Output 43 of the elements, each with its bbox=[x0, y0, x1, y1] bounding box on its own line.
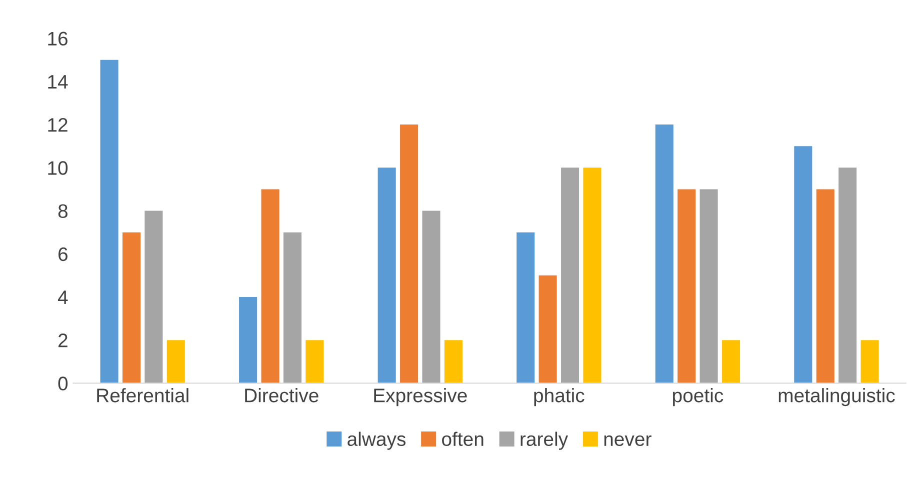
x-tick-label: Expressive bbox=[374, 388, 467, 406]
y-tick-label: 4 bbox=[58, 290, 68, 304]
bar bbox=[560, 168, 580, 384]
bar bbox=[816, 189, 834, 384]
x-tick-label: phatic bbox=[534, 388, 584, 406]
bar bbox=[283, 232, 302, 384]
bar bbox=[100, 60, 118, 384]
bar bbox=[838, 168, 857, 384]
bar bbox=[516, 232, 535, 384]
bar bbox=[378, 168, 396, 384]
bar bbox=[655, 124, 674, 384]
bar bbox=[860, 340, 879, 384]
y-tick-label: 2 bbox=[58, 334, 68, 348]
y-tick-label: 10 bbox=[48, 161, 68, 175]
x-tick-label: Referential bbox=[97, 388, 188, 402]
bar bbox=[422, 210, 440, 384]
bar bbox=[400, 124, 418, 384]
bar bbox=[122, 232, 141, 384]
x-tick-label: metalinguistic bbox=[778, 388, 895, 406]
bar bbox=[261, 189, 280, 384]
legend-label: rarely bbox=[520, 432, 568, 450]
bar bbox=[678, 189, 696, 384]
bar bbox=[166, 340, 185, 384]
bar bbox=[144, 210, 163, 384]
bar bbox=[444, 340, 462, 384]
bar bbox=[538, 275, 557, 384]
bar bbox=[306, 340, 324, 384]
y-tick-label: 0 bbox=[58, 376, 68, 390]
bar bbox=[239, 296, 258, 384]
bar bbox=[583, 168, 602, 384]
y-tick-label: 8 bbox=[58, 204, 68, 218]
legend-label: often bbox=[442, 432, 484, 446]
legend-label: never bbox=[604, 435, 652, 446]
bar bbox=[700, 189, 718, 384]
y-tick-label: 12 bbox=[48, 118, 68, 132]
x-tick-label: poetic bbox=[673, 388, 724, 406]
legend-label: always bbox=[348, 432, 406, 450]
bar bbox=[722, 340, 740, 384]
x-tick-label: Directive bbox=[245, 388, 318, 402]
y-tick-label: 16 bbox=[48, 32, 68, 46]
y-tick-label: 14 bbox=[48, 75, 68, 88]
y-tick-label: 6 bbox=[58, 247, 68, 262]
bar bbox=[794, 146, 812, 384]
